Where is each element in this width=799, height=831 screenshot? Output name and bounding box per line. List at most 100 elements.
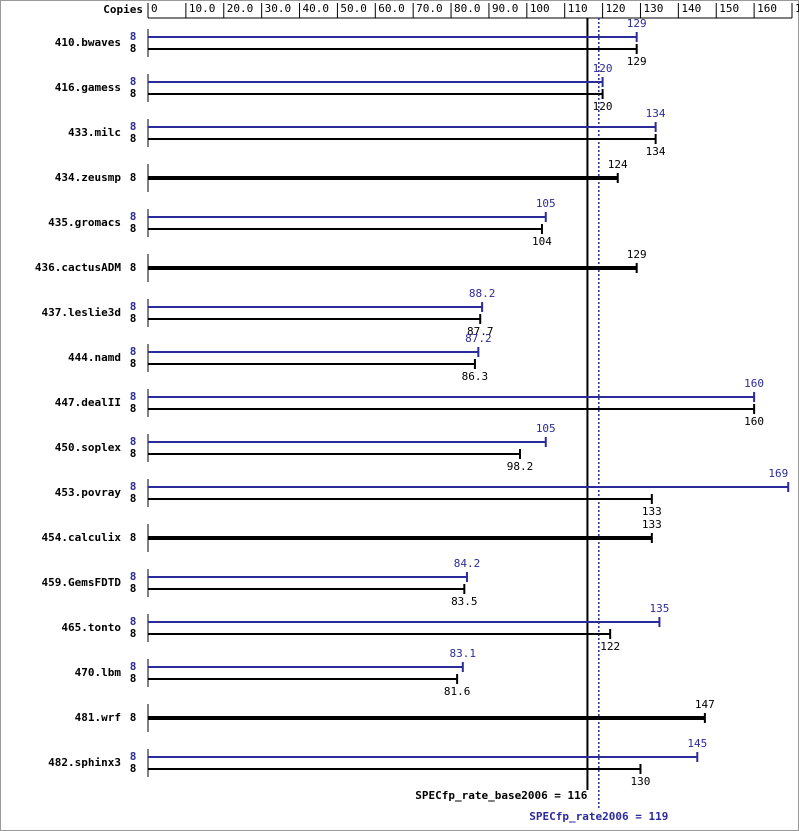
bar [148, 486, 789, 488]
copies-label: 8 [130, 87, 137, 100]
value-label: 120 [593, 62, 613, 75]
bar [148, 408, 755, 410]
value-label: 133 [642, 505, 662, 518]
copies-label: 8 [130, 711, 137, 724]
copies-label: 8 [130, 132, 137, 145]
bar [148, 588, 465, 590]
value-label: 169 [768, 467, 788, 480]
value-label: 81.6 [444, 685, 471, 698]
bar [148, 93, 603, 95]
copies-label: 8 [130, 435, 137, 448]
copies-label: 8 [130, 42, 137, 55]
copies-label: 8 [130, 492, 137, 505]
bar [148, 576, 467, 578]
copies-label: 8 [130, 447, 137, 460]
value-label: 134 [646, 145, 666, 158]
copies-label: 8 [130, 660, 137, 673]
benchmark-label: 434.zeusmp [55, 171, 122, 184]
copies-label: 8 [130, 402, 137, 415]
benchmark-label: 435.gromacs [48, 216, 121, 229]
benchmark-label: 465.tonto [61, 621, 121, 634]
value-label: 145 [687, 737, 707, 750]
bar [148, 306, 483, 308]
value-label: 87.2 [465, 332, 492, 345]
bar [148, 536, 652, 540]
bar [148, 441, 546, 443]
value-label: 147 [695, 698, 715, 711]
value-label: 160 [744, 415, 764, 428]
reference-label: SPECfp_rate_base2006 = 116 [415, 789, 588, 802]
copies-label: 8 [130, 357, 137, 370]
bar [148, 633, 611, 635]
benchmark-label: 450.soplex [55, 441, 122, 454]
value-label: 129 [627, 248, 647, 261]
value-label: 129 [627, 55, 647, 68]
benchmark-label: 433.milc [68, 126, 121, 139]
bar [148, 138, 656, 140]
x-tick-label: 150 [719, 2, 739, 15]
copies-label: 8 [130, 750, 137, 763]
x-tick-label: 100 [530, 2, 550, 15]
benchmark-label: 444.namd [68, 351, 121, 364]
copies-label: 8 [130, 390, 137, 403]
x-tick-label: 110 [568, 2, 588, 15]
benchmark-label: 436.cactusADM [35, 261, 121, 274]
copies-label: 8 [130, 210, 137, 223]
bar [148, 318, 481, 320]
copies-label: 8 [130, 261, 137, 274]
copies-label: 8 [130, 312, 137, 325]
reference-label: SPECfp_rate2006 = 119 [529, 810, 668, 823]
value-label: 105 [536, 422, 556, 435]
value-label: 124 [608, 158, 628, 171]
benchmark-label: 481.wrf [75, 711, 121, 724]
x-tick-label: 10.0 [189, 2, 216, 15]
copies-label: 8 [130, 615, 137, 628]
bar [148, 351, 479, 353]
bar [148, 36, 637, 38]
value-label: 105 [536, 197, 556, 210]
bar [148, 228, 542, 230]
x-tick-label: 140 [681, 2, 701, 15]
copies-label: 8 [130, 30, 137, 43]
value-label: 133 [642, 518, 662, 531]
bar [148, 81, 603, 83]
x-tick-label: 80.0 [454, 2, 481, 15]
bar [148, 216, 546, 218]
value-label: 86.3 [462, 370, 489, 383]
benchmark-label: 410.bwaves [55, 36, 121, 49]
value-label: 87.7 [467, 325, 494, 338]
bar [148, 768, 641, 770]
benchmark-label: 482.sphinx3 [48, 756, 121, 769]
copies-label: 8 [130, 480, 137, 493]
x-tick-label: 160 [757, 2, 777, 15]
bar [148, 666, 463, 668]
bar [148, 716, 705, 720]
copies-label: 8 [130, 672, 137, 685]
bar [148, 678, 458, 680]
value-label: 122 [600, 640, 620, 653]
bar [148, 176, 618, 180]
benchmark-label: 470.lbm [75, 666, 122, 679]
value-label: 84.2 [454, 557, 481, 570]
value-label: 104 [532, 235, 552, 248]
x-tick-label: 130 [643, 2, 663, 15]
copies-label: 8 [130, 222, 137, 235]
x-tick-label: 70.0 [416, 2, 443, 15]
value-label: 134 [646, 107, 666, 120]
benchmark-label: 437.leslie3d [42, 306, 121, 319]
value-label: 120 [593, 100, 613, 113]
value-label: 130 [631, 775, 651, 788]
value-label: 98.2 [507, 460, 534, 473]
x-tick-label: 50.0 [340, 2, 367, 15]
benchmark-label: 447.dealII [55, 396, 121, 409]
bar [148, 363, 475, 365]
copies-label: 8 [130, 531, 137, 544]
x-tick-label: 30.0 [265, 2, 292, 15]
x-tick-label: 170 [795, 2, 799, 15]
value-label: 88.2 [469, 287, 496, 300]
copies-label: 8 [130, 75, 137, 88]
bar [148, 266, 637, 270]
copies-header: Copies [103, 3, 143, 16]
